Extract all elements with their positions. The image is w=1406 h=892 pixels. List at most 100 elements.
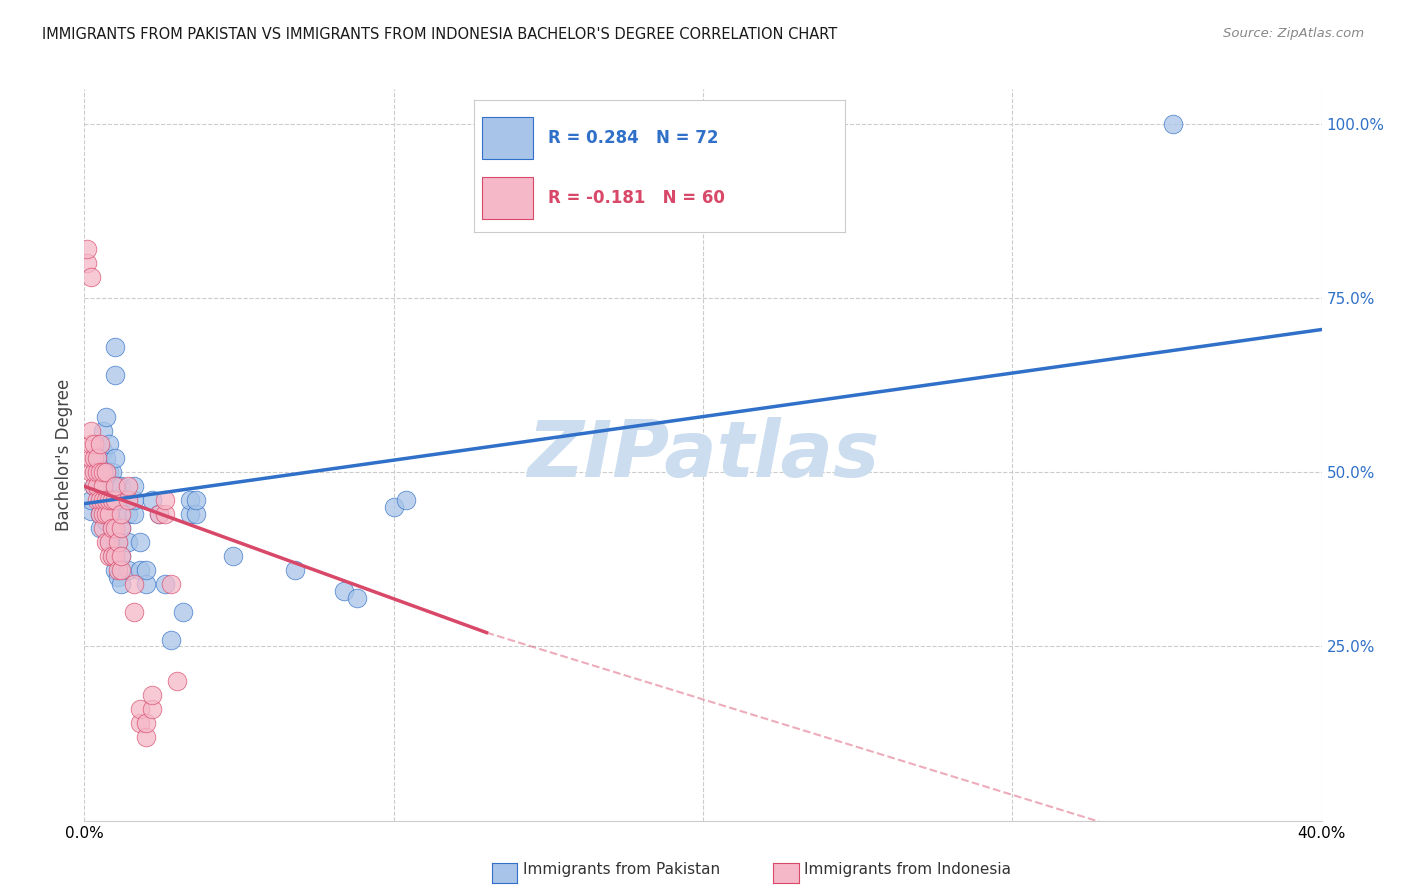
Point	[98, 466, 121, 480]
Point	[86, 466, 108, 480]
Point	[110, 479, 132, 493]
Point	[104, 479, 127, 493]
Point	[107, 535, 129, 549]
Point	[107, 563, 129, 577]
Point	[110, 493, 132, 508]
Point	[94, 507, 117, 521]
Point	[83, 451, 105, 466]
Point	[79, 466, 101, 480]
Point	[98, 507, 121, 521]
Point	[94, 514, 117, 528]
Point	[153, 507, 176, 521]
Point	[76, 243, 98, 257]
Point	[122, 507, 145, 521]
Text: IMMIGRANTS FROM PAKISTAN VS IMMIGRANTS FROM INDONESIA BACHELOR'S DEGREE CORRELAT: IMMIGRANTS FROM PAKISTAN VS IMMIGRANTS F…	[42, 27, 838, 42]
Point	[101, 521, 124, 535]
Point	[76, 256, 98, 270]
Point	[148, 507, 170, 521]
Point	[110, 549, 132, 563]
Point	[79, 424, 101, 438]
Point	[117, 535, 139, 549]
Point	[86, 493, 108, 508]
Point	[91, 493, 114, 508]
Point	[129, 716, 152, 731]
Point	[89, 466, 111, 480]
Point	[101, 493, 124, 508]
Point	[89, 451, 111, 466]
Point	[284, 563, 307, 577]
Point	[160, 576, 183, 591]
Point	[79, 493, 101, 508]
Point	[1161, 117, 1184, 131]
Point	[98, 535, 121, 549]
Point	[135, 563, 157, 577]
Text: ZIPatlas: ZIPatlas	[527, 417, 879, 493]
Point	[135, 576, 157, 591]
Point	[98, 535, 121, 549]
Point	[98, 479, 121, 493]
Point	[129, 563, 152, 577]
Point	[94, 466, 117, 480]
Point	[83, 437, 105, 451]
Point	[104, 368, 127, 382]
Point	[333, 583, 356, 598]
Point	[94, 409, 117, 424]
Point	[91, 521, 114, 535]
Point	[89, 507, 111, 521]
Point	[110, 521, 132, 535]
Point	[110, 507, 132, 521]
Point	[101, 521, 124, 535]
Text: Source: ZipAtlas.com: Source: ZipAtlas.com	[1223, 27, 1364, 40]
Point	[104, 340, 127, 354]
Point	[91, 507, 114, 521]
Point	[122, 605, 145, 619]
Point	[89, 521, 111, 535]
Point	[89, 493, 111, 508]
Point	[104, 493, 127, 508]
Point	[98, 437, 121, 451]
Point	[382, 500, 405, 515]
Point	[104, 549, 127, 563]
Point	[104, 479, 127, 493]
Point	[91, 424, 114, 438]
Point	[98, 507, 121, 521]
Point	[110, 507, 132, 521]
Point	[101, 549, 124, 563]
Point	[395, 493, 418, 508]
Point	[107, 570, 129, 584]
Point	[148, 507, 170, 521]
Point	[141, 688, 163, 702]
Point	[89, 479, 111, 493]
Point	[89, 466, 111, 480]
Point	[91, 466, 114, 480]
Point	[117, 507, 139, 521]
Point	[89, 437, 111, 451]
Point	[172, 605, 194, 619]
Point	[91, 444, 114, 458]
Point	[104, 507, 127, 521]
Point	[110, 549, 132, 563]
Point	[110, 563, 132, 577]
Point	[179, 507, 201, 521]
Point	[94, 472, 117, 486]
Point	[104, 521, 127, 535]
Point	[79, 270, 101, 285]
Point	[107, 507, 129, 521]
Point	[222, 549, 245, 563]
Point	[98, 549, 121, 563]
Point	[86, 479, 108, 493]
Point	[89, 507, 111, 521]
Point	[184, 493, 207, 508]
Point	[86, 466, 108, 480]
Point	[117, 563, 139, 577]
Point	[166, 674, 188, 689]
Point	[98, 493, 121, 508]
Point	[135, 730, 157, 744]
Point	[107, 479, 129, 493]
Point	[110, 576, 132, 591]
Point	[94, 493, 117, 508]
Point	[184, 507, 207, 521]
Point	[83, 479, 105, 493]
Point	[101, 466, 124, 480]
Point	[94, 535, 117, 549]
